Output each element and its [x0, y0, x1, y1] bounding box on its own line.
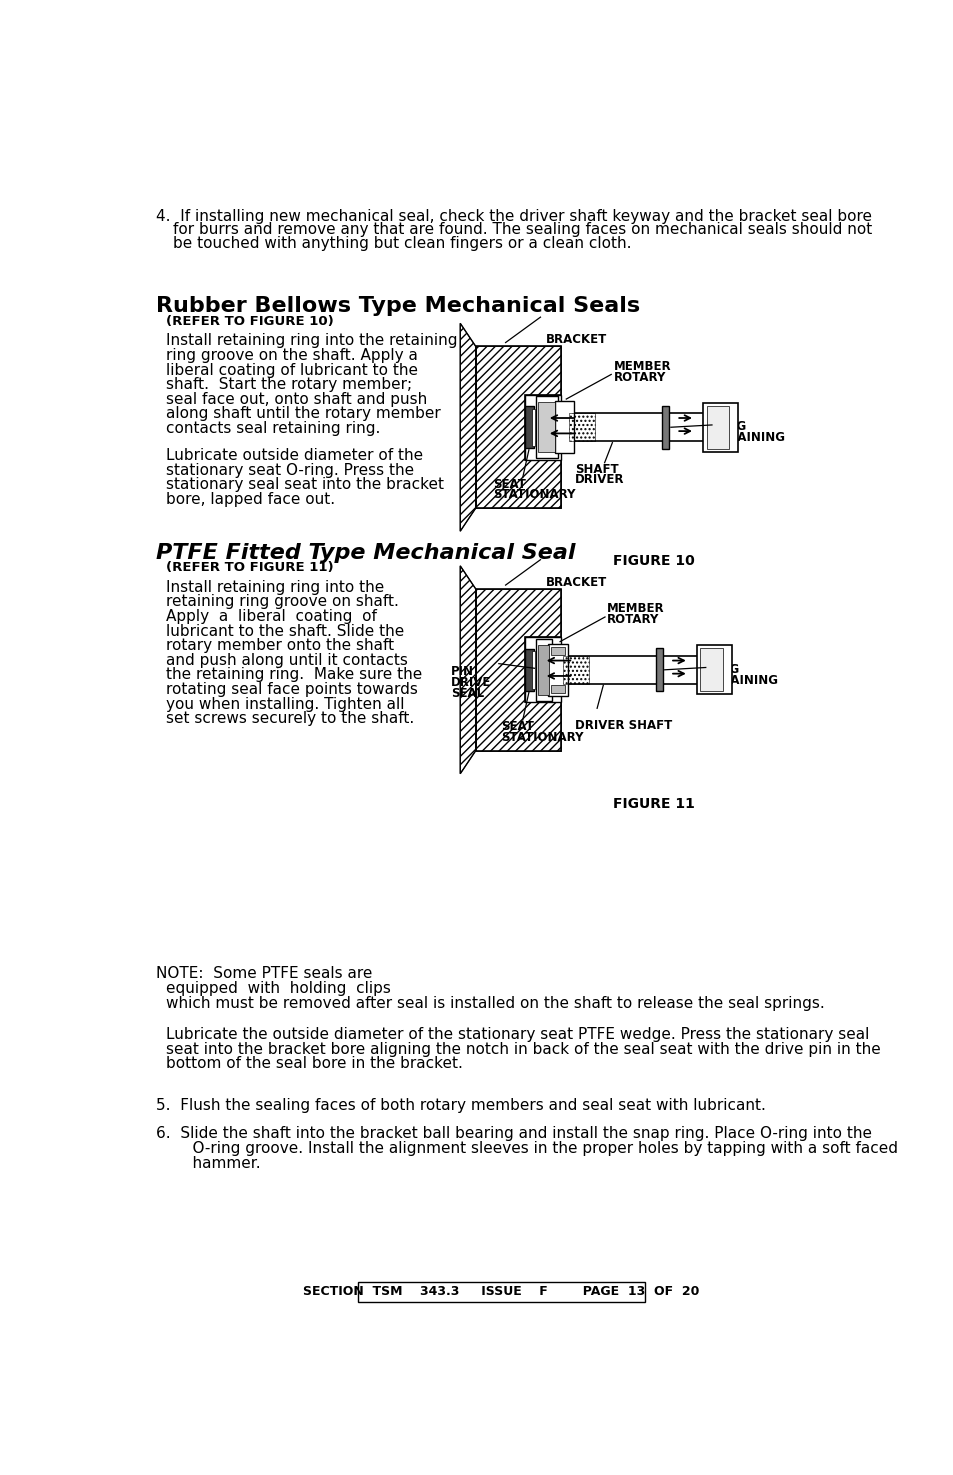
- Bar: [532, 409, 535, 445]
- Text: Apply  a  liberal  coating  of: Apply a liberal coating of: [166, 609, 376, 624]
- Text: RING: RING: [713, 420, 746, 434]
- Bar: [550, 648, 565, 655]
- Bar: [702, 403, 738, 451]
- Bar: [537, 645, 549, 695]
- Bar: [532, 650, 535, 689]
- Text: you when installing. Tighten all: you when installing. Tighten all: [166, 696, 404, 712]
- Bar: [536, 639, 551, 701]
- Bar: [548, 645, 567, 696]
- Text: ROTARY: ROTARY: [607, 614, 659, 625]
- Bar: [550, 684, 565, 693]
- Text: NOTE:  Some PTFE seals are: NOTE: Some PTFE seals are: [156, 966, 373, 981]
- Bar: [525, 637, 560, 702]
- Text: rotary member onto the shaft: rotary member onto the shaft: [166, 639, 394, 653]
- Text: Lubricate outside diameter of the: Lubricate outside diameter of the: [166, 448, 422, 463]
- Bar: [562, 656, 706, 683]
- Text: be touched with anything but clean fingers or a clean cloth.: be touched with anything but clean finge…: [173, 236, 631, 251]
- Text: DRIVER SHAFT: DRIVER SHAFT: [575, 720, 672, 732]
- Text: seat into the bracket bore aligning the notch in back of the seal seat with the : seat into the bracket bore aligning the …: [166, 1041, 880, 1056]
- Text: which must be removed after seal is installed on the shaft to release the seal s: which must be removed after seal is inst…: [166, 996, 823, 1010]
- Text: rotating seal face points towards: rotating seal face points towards: [166, 681, 417, 698]
- Text: ROTARY: ROTARY: [613, 370, 665, 384]
- Text: for burrs and remove any that are found. The sealing faces on mechanical seals s: for burrs and remove any that are found.…: [173, 223, 872, 237]
- Polygon shape: [476, 589, 560, 751]
- Text: Lubricate the outside diameter of the stationary seat PTFE wedge. Press the stat: Lubricate the outside diameter of the st…: [166, 1027, 868, 1041]
- Polygon shape: [459, 566, 476, 774]
- Bar: [562, 656, 588, 683]
- Text: RETAINING: RETAINING: [713, 431, 784, 444]
- Text: BRACKET: BRACKET: [545, 575, 606, 589]
- Bar: [554, 401, 574, 453]
- Text: (REFER TO FIGURE 10): (REFER TO FIGURE 10): [166, 314, 334, 327]
- Text: MEMBER: MEMBER: [613, 360, 671, 373]
- Text: Install retaining ring into the retaining: Install retaining ring into the retainin…: [166, 333, 456, 348]
- Text: stationary seal seat into the bracket: stationary seal seat into the bracket: [166, 478, 443, 493]
- Text: 6.  Slide the shaft into the bracket ball bearing and install the snap ring. Pla: 6. Slide the shaft into the bracket ball…: [156, 1127, 872, 1142]
- Text: RING: RING: [706, 662, 740, 676]
- Text: equipped  with  holding  clips: equipped with holding clips: [166, 981, 390, 996]
- Text: ring groove on the shaft. Apply a: ring groove on the shaft. Apply a: [166, 348, 417, 363]
- Text: DRIVER: DRIVER: [575, 473, 624, 487]
- Text: PIN: PIN: [451, 665, 474, 678]
- Text: along shaft until the rotary member: along shaft until the rotary member: [166, 407, 440, 422]
- Text: shaft.  Start the rotary member;: shaft. Start the rotary member;: [166, 378, 412, 392]
- Text: FIGURE 11: FIGURE 11: [613, 796, 694, 811]
- Text: 4.  If installing new mechanical seal, check the driver shaft keyway and the bra: 4. If installing new mechanical seal, ch…: [156, 209, 872, 224]
- Bar: [569, 413, 712, 441]
- Text: and push along until it contacts: and push along until it contacts: [166, 653, 407, 668]
- Text: contacts seal retaining ring.: contacts seal retaining ring.: [166, 420, 379, 437]
- Bar: [661, 406, 669, 448]
- Polygon shape: [476, 347, 560, 507]
- Text: RETAINING: RETAINING: [706, 674, 779, 687]
- Bar: [525, 649, 534, 690]
- Text: BRACKET: BRACKET: [545, 333, 606, 347]
- Text: lubricant to the shaft. Slide the: lubricant to the shaft. Slide the: [166, 624, 403, 639]
- Bar: [357, 1282, 644, 1302]
- Text: 5.  Flush the sealing faces of both rotary members and seal seat with lubricant.: 5. Flush the sealing faces of both rotar…: [156, 1097, 765, 1114]
- Text: SECTION  TSM    343.3     ISSUE    F        PAGE  13  OF  20: SECTION TSM 343.3 ISSUE F PAGE 13 OF 20: [303, 1285, 699, 1298]
- Bar: [656, 648, 662, 692]
- Bar: [525, 395, 560, 460]
- Bar: [697, 645, 731, 695]
- Bar: [706, 406, 728, 448]
- Text: SEAT: SEAT: [500, 720, 534, 733]
- Text: retaining ring groove on shaft.: retaining ring groove on shaft.: [166, 594, 398, 609]
- Polygon shape: [459, 323, 476, 531]
- Text: DRIVE: DRIVE: [451, 676, 491, 689]
- Text: seal face out, onto shaft and push: seal face out, onto shaft and push: [166, 392, 427, 407]
- Text: O-ring groove. Install the alignment sleeves in the proper holes by tapping with: O-ring groove. Install the alignment sle…: [173, 1142, 898, 1156]
- Text: (REFER TO FIGURE 11): (REFER TO FIGURE 11): [166, 560, 333, 574]
- Text: set screws securely to the shaft.: set screws securely to the shaft.: [166, 711, 414, 726]
- Text: the retaining ring.  Make sure the: the retaining ring. Make sure the: [166, 668, 421, 683]
- Bar: [569, 413, 595, 441]
- Text: stationary seat O-ring. Press the: stationary seat O-ring. Press the: [166, 463, 414, 478]
- Text: SEAL: SEAL: [451, 687, 483, 699]
- Text: Rubber Bellows Type Mechanical Seals: Rubber Bellows Type Mechanical Seals: [156, 296, 639, 316]
- Text: bottom of the seal bore in the bracket.: bottom of the seal bore in the bracket.: [166, 1056, 462, 1071]
- Text: FIGURE 10: FIGURE 10: [613, 555, 694, 568]
- Text: bore, lapped face out.: bore, lapped face out.: [166, 493, 335, 507]
- Text: SEAT: SEAT: [493, 478, 526, 491]
- Bar: [537, 403, 555, 453]
- Bar: [525, 406, 534, 448]
- Text: PTFE Fitted Type Mechanical Seal: PTFE Fitted Type Mechanical Seal: [156, 543, 576, 563]
- Text: hammer.: hammer.: [173, 1156, 261, 1171]
- Text: MEMBER: MEMBER: [607, 602, 664, 615]
- Text: Install retaining ring into the: Install retaining ring into the: [166, 580, 384, 594]
- Text: STATIONARY: STATIONARY: [500, 730, 583, 743]
- Text: SHAFT: SHAFT: [575, 463, 618, 475]
- Bar: [536, 397, 558, 459]
- Text: liberal coating of lubricant to the: liberal coating of lubricant to the: [166, 363, 417, 378]
- Text: STATIONARY: STATIONARY: [493, 488, 576, 502]
- Bar: [700, 648, 722, 692]
